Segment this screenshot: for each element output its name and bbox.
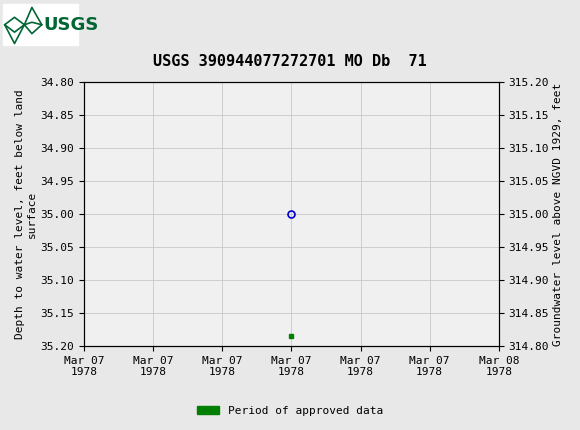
Y-axis label: Groundwater level above NGVD 1929, feet: Groundwater level above NGVD 1929, feet [553,82,563,346]
Text: USGS: USGS [44,16,99,34]
Legend: Period of approved data: Period of approved data [193,401,387,420]
Bar [3,4,78,46]
Text: USGS 390944077272701 MO Db  71: USGS 390944077272701 MO Db 71 [153,54,427,69]
Y-axis label: Depth to water level, feet below land
surface: Depth to water level, feet below land su… [15,89,37,339]
